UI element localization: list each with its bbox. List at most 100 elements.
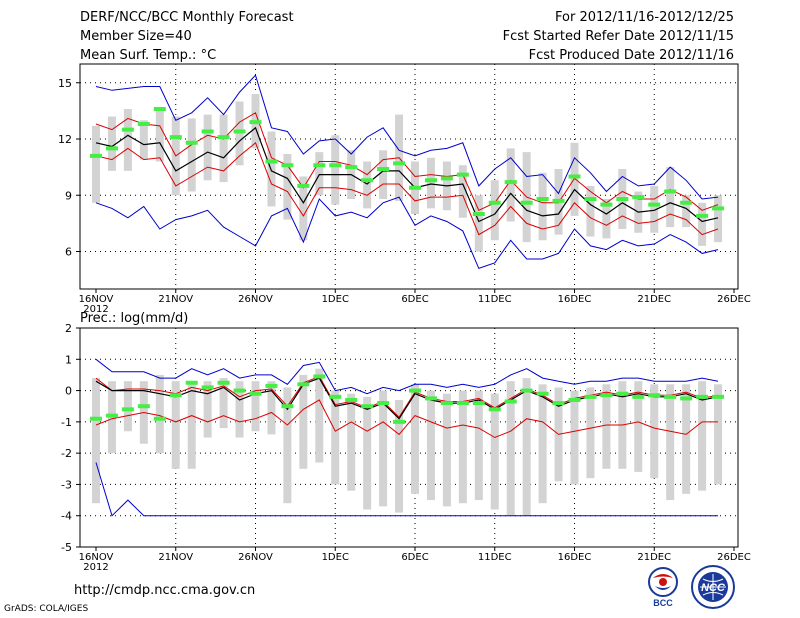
member-marker [265, 383, 278, 388]
ensemble-box [92, 378, 100, 504]
member-marker [217, 135, 230, 140]
member-marker [201, 129, 214, 134]
ensemble-box [522, 378, 531, 516]
member-marker [584, 197, 597, 201]
member-marker [329, 163, 342, 168]
member-marker [616, 197, 629, 201]
x-tick-label: 26NOV [238, 294, 273, 305]
member-marker [568, 174, 581, 179]
source-url[interactable]: http://cmdp.ncc.cma.gov.cn [74, 583, 256, 598]
ensemble-box [107, 116, 116, 171]
panel-precipitation: -5 -4 -3 -2 -1 0 1 2 16NOV 21NOV 26NOV 1DEC 6DEC 11DE… [61, 311, 751, 573]
y-tick-label: 6 [65, 246, 72, 259]
ensemble-box [299, 176, 308, 241]
ensemble-box [235, 381, 244, 438]
ensemble-box [411, 384, 419, 494]
ensemble-box [299, 374, 308, 469]
ncc-logo: NCC [691, 565, 735, 609]
ensemble-box [698, 381, 707, 491]
member-marker [504, 399, 517, 404]
x-tick-label: 1DEC [322, 294, 349, 305]
x-tick-label: 26DEC [717, 294, 751, 305]
produced-date: Fcst Produced Date 2012/11/16 [528, 48, 734, 63]
ensemble-box [538, 384, 547, 504]
ensemble-box [426, 390, 435, 501]
member-marker [472, 401, 485, 406]
member-marker [361, 404, 374, 409]
max-envelope-line [95, 74, 719, 200]
member-marker [440, 401, 453, 406]
ensemble-box [634, 381, 643, 472]
ensemble-box [379, 150, 388, 199]
ensemble-box [171, 381, 180, 469]
y-tick-label: -2 [61, 447, 72, 460]
ensemble-box [395, 399, 404, 513]
ensemble-box [586, 185, 595, 237]
panel-title: Prec.: log(mm/d) [80, 311, 188, 326]
member-marker [345, 397, 358, 402]
x-tick-label: 16DEC [558, 294, 592, 305]
member-marker [520, 200, 533, 205]
member-marker [313, 163, 326, 168]
member-marker [90, 416, 102, 421]
member-marker [552, 198, 565, 203]
ensemble-box [474, 390, 483, 501]
ensemble-box [251, 381, 260, 432]
member-marker [121, 127, 134, 132]
member-marker [600, 393, 613, 398]
x-tick-label: 16NOV [79, 294, 114, 305]
ensemble-box [714, 195, 723, 243]
member-marker [488, 407, 501, 412]
member-marker [345, 165, 358, 170]
min-envelope-line [95, 196, 719, 270]
ensemble-box [458, 390, 467, 504]
member-marker [712, 394, 725, 399]
member-marker [233, 388, 246, 393]
member-marker [648, 202, 661, 207]
ensemble-box [538, 172, 547, 241]
member-marker [680, 200, 693, 205]
member-marker [616, 391, 629, 396]
member-marker [664, 394, 677, 399]
member-marker [185, 380, 198, 385]
variable-label: Mean Surf. Temp.: °C [80, 48, 217, 63]
member-size: Member Size=40 [80, 29, 192, 44]
ensemble-box [698, 202, 707, 246]
member-marker [281, 163, 294, 168]
min-envelope-line [95, 462, 718, 517]
ensemble-box [203, 114, 212, 181]
x-tick-label: 16DEC [558, 552, 592, 563]
member-marker [90, 153, 102, 158]
x-tick-label: 16NOV [79, 552, 114, 563]
chart-title: DERF/NCC/BCC Monthly Forecast [80, 10, 294, 25]
ensemble-mean-line [95, 377, 719, 420]
y-tick-label: -4 [61, 510, 72, 523]
lower-spread-line [95, 141, 719, 236]
ensemble-box [682, 384, 691, 494]
member-marker [217, 380, 230, 385]
member-marker [329, 394, 342, 399]
member-marker [265, 159, 278, 164]
member-marker [137, 122, 150, 126]
x-tick-label: 21DEC [637, 552, 671, 563]
x-tick-label: 21NOV [158, 552, 193, 563]
member-marker [472, 212, 485, 216]
ensemble-box [458, 165, 467, 218]
ensemble-box [426, 157, 435, 209]
y-tick-label: 15 [58, 77, 72, 90]
member-marker [393, 419, 406, 424]
x-tick-label: 1DEC [322, 552, 349, 563]
y-tick-label: -1 [61, 416, 72, 429]
ensemble-box [570, 142, 579, 216]
member-marker [105, 413, 118, 418]
grads-credit: GrADS: COLA/IGES [4, 604, 89, 614]
member-marker [201, 385, 214, 390]
bcc-logo: BCC [648, 567, 678, 608]
y-tick-label: -5 [61, 541, 72, 554]
ensemble-box [155, 109, 164, 162]
ensemble-box [139, 120, 148, 160]
ensemble-box [123, 381, 132, 432]
ensemble-box [363, 161, 372, 209]
member-marker [440, 176, 453, 181]
